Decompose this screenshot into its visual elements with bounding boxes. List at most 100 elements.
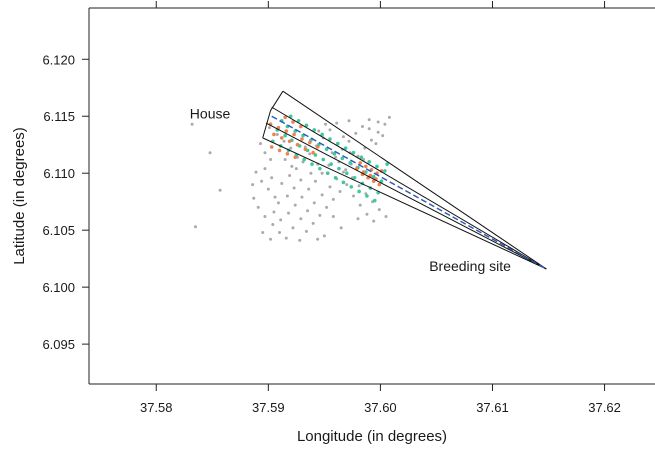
teal-point bbox=[385, 162, 389, 166]
grey-point bbox=[312, 201, 316, 205]
grey-point bbox=[263, 215, 267, 219]
orange-point bbox=[299, 124, 303, 129]
grey-point bbox=[367, 127, 371, 131]
grey-point bbox=[267, 126, 271, 130]
x-tick-label: 37.59 bbox=[252, 400, 285, 415]
teal-point bbox=[318, 166, 322, 171]
grey-point bbox=[347, 139, 351, 143]
teal-point bbox=[367, 160, 371, 164]
grey-point bbox=[352, 194, 356, 198]
grey-point bbox=[372, 219, 376, 223]
teal-point bbox=[329, 162, 333, 166]
teal-point bbox=[348, 161, 352, 165]
breeding-site-label: Breeding site bbox=[429, 258, 511, 274]
grey-point bbox=[291, 226, 295, 230]
grey-point bbox=[316, 237, 320, 241]
grey-point bbox=[376, 130, 380, 134]
teal-point bbox=[371, 174, 376, 179]
grey-point bbox=[331, 197, 335, 201]
grey-point bbox=[273, 195, 277, 199]
teal-point bbox=[351, 150, 356, 155]
orange-point bbox=[283, 115, 287, 120]
orange-point bbox=[315, 145, 320, 149]
orange-point bbox=[358, 161, 363, 165]
grey-point bbox=[269, 237, 273, 241]
grey-point bbox=[328, 128, 332, 132]
orange-point bbox=[293, 155, 298, 160]
sector-arc-segment bbox=[262, 110, 272, 139]
orange-point bbox=[371, 179, 376, 183]
teal-point bbox=[283, 133, 287, 138]
x-tick-label: 37.61 bbox=[476, 400, 509, 415]
grey-point bbox=[320, 193, 324, 197]
grey-point bbox=[271, 222, 275, 226]
grey-point bbox=[357, 184, 361, 188]
y-tick-label: 6.095 bbox=[42, 337, 75, 352]
orange-point bbox=[307, 140, 312, 145]
teal-point bbox=[383, 169, 387, 173]
house-label: House bbox=[190, 106, 231, 122]
grey-point bbox=[261, 230, 265, 234]
grey-point bbox=[356, 217, 360, 221]
grey-point bbox=[218, 188, 222, 192]
orange-point bbox=[364, 164, 368, 169]
teal-point bbox=[302, 157, 306, 162]
orange-point bbox=[279, 136, 284, 140]
y-tick-label: 6.115 bbox=[43, 109, 75, 124]
corridor-ray bbox=[262, 137, 547, 270]
grey-point bbox=[190, 122, 194, 126]
teal-point bbox=[288, 114, 293, 119]
corridor-ray bbox=[282, 90, 547, 270]
orange-point bbox=[284, 129, 289, 133]
grey-point bbox=[300, 195, 304, 199]
teal-point bbox=[340, 156, 345, 161]
orange-point bbox=[287, 139, 292, 144]
teal-point bbox=[310, 162, 314, 166]
teal-point bbox=[359, 155, 364, 160]
grey-point bbox=[288, 173, 292, 177]
grey-point bbox=[272, 210, 276, 214]
grey-point bbox=[193, 225, 197, 229]
grey-point bbox=[289, 146, 293, 150]
teal-point bbox=[328, 137, 332, 141]
y-tick-label: 6.100 bbox=[42, 280, 75, 295]
sector-arc-segment bbox=[270, 90, 284, 111]
grey-point bbox=[308, 152, 312, 156]
grey-point bbox=[358, 203, 362, 207]
teal-point bbox=[312, 128, 317, 132]
teal-point bbox=[324, 147, 329, 152]
teal-point bbox=[341, 180, 346, 185]
grey-point bbox=[381, 134, 385, 138]
teal-point bbox=[325, 171, 330, 176]
orange-point bbox=[303, 147, 308, 152]
grey-point bbox=[317, 129, 321, 133]
grey-point bbox=[331, 215, 335, 219]
y-tick-label: 6.105 bbox=[42, 223, 75, 238]
grey-point bbox=[387, 115, 391, 119]
grey-point bbox=[345, 183, 349, 187]
teal-point bbox=[320, 132, 324, 137]
grey-point bbox=[341, 135, 345, 139]
grey-point bbox=[278, 230, 282, 234]
grey-point bbox=[299, 178, 303, 182]
grey-point bbox=[367, 118, 371, 122]
teal-point bbox=[296, 119, 301, 123]
grey-house-points bbox=[190, 115, 391, 242]
grey-point bbox=[208, 151, 212, 155]
grey-point bbox=[335, 121, 339, 125]
grey-point bbox=[260, 179, 264, 183]
grey-point bbox=[309, 171, 313, 175]
grey-point bbox=[347, 119, 351, 123]
grey-point bbox=[323, 122, 327, 126]
orange-point bbox=[295, 142, 300, 147]
orange-point bbox=[272, 132, 276, 137]
grey-point bbox=[334, 155, 338, 159]
orange-point bbox=[269, 145, 274, 149]
teal-point bbox=[343, 146, 348, 150]
grey-point bbox=[293, 203, 297, 207]
teal-point bbox=[365, 194, 369, 198]
grey-point bbox=[283, 158, 287, 162]
grey-point bbox=[341, 170, 345, 174]
grey-point bbox=[282, 139, 286, 143]
